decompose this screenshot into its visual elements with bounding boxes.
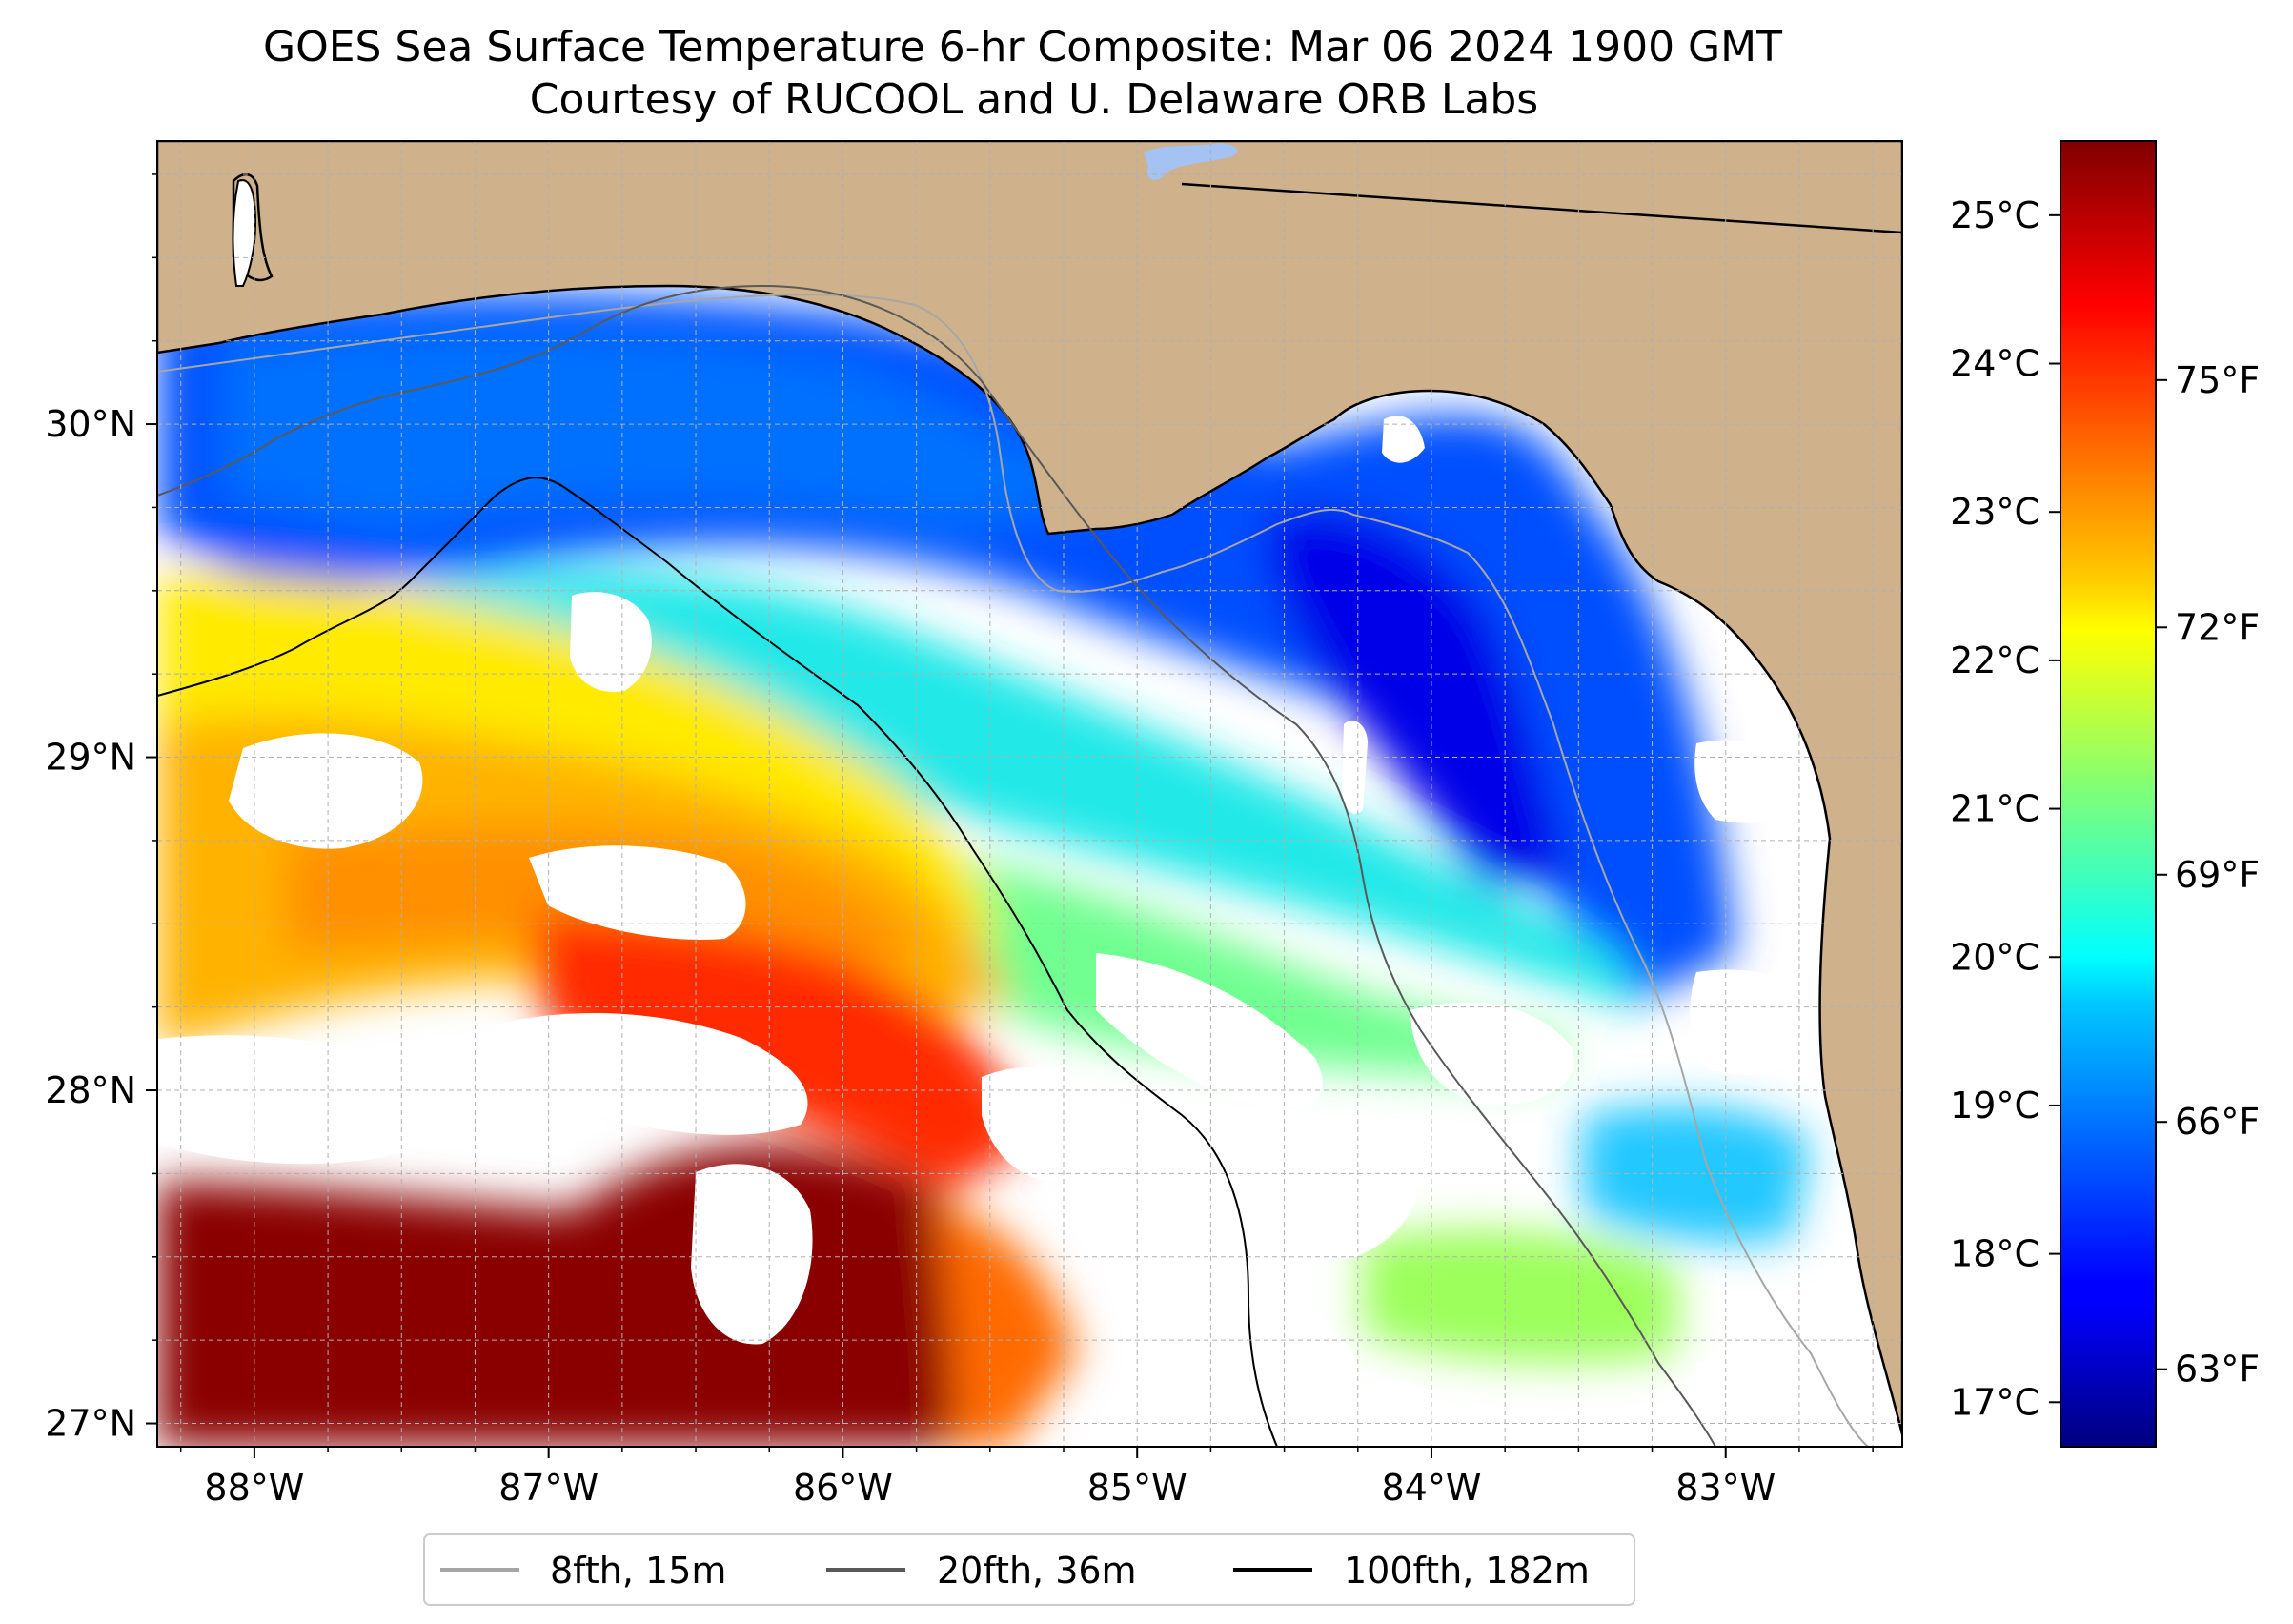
fahrenheit-tick-label: 72°F [2175,606,2260,648]
lat-tick-label: 28°N [45,1069,136,1111]
colorbar [2060,140,2157,1448]
contour-8fth [157,294,1869,1447]
map-frame [156,140,1903,1448]
lat-tick-label: 27°N [45,1403,136,1445]
map-area [157,141,1902,1447]
contour-20fth [157,284,1716,1447]
lat-tick-label: 30°N [45,403,136,445]
celsius-tick-label: 17°C [1950,1381,2039,1423]
lon-tick-label: 83°W [1675,1467,1776,1509]
sst-field [157,293,1811,1447]
lon-tick-label: 87°W [498,1467,599,1509]
fahrenheit-tick-label: 63°F [2175,1349,2260,1391]
mobile-bay [232,179,257,287]
fahrenheit-tick-label: 69°F [2175,854,2260,896]
lon-tick-label: 86°W [793,1467,893,1509]
contour-100fth [157,477,1278,1447]
legend-label-20fth: 20fth, 36m [937,1550,1137,1592]
state-boundary [1181,182,1902,234]
lake-seminole [1144,143,1238,181]
map-title: GOES Sea Surface Temperature 6-hr Compos… [263,23,1782,71]
lon-tick-label: 88°W [204,1467,304,1509]
map-axes: 88°W 87°W 86°W 85°W 84°W 83°W 27°N 28°N 29°N 30°N [45,173,1874,1509]
lat-tick-label: 29°N [45,737,136,779]
no-data-regions [157,416,1830,1447]
colorbar-axes: 17°C 18°C 19°C 20°C 21°C 22°C 23°C 24°C 25°C 63°F… [1950,194,2260,1423]
celsius-tick-label: 25°C [1950,194,2039,236]
celsius-tick-label: 18°C [1950,1233,2039,1275]
lon-tick-label: 85°W [1087,1467,1187,1509]
celsius-tick-label: 23°C [1950,491,2039,533]
map-subtitle: Courtesy of RUCOOL and U. Delaware ORB L… [530,75,1538,124]
map-gridlines [157,141,1902,1447]
celsius-tick-label: 19°C [1950,1085,2039,1127]
legend-frame [423,1533,1635,1606]
lon-tick-label: 84°W [1382,1467,1482,1509]
celsius-tick-label: 20°C [1950,936,2039,978]
celsius-tick-label: 24°C [1950,343,2039,385]
celsius-tick-label: 22°C [1950,639,2039,681]
legend-label-100fth: 100fth, 182m [1344,1550,1590,1592]
fahrenheit-tick-label: 75°F [2175,359,2260,401]
legend-label-8fth: 8fth, 15m [550,1550,726,1592]
celsius-tick-label: 21°C [1950,788,2039,830]
bathymetry-contours [157,284,1869,1447]
fahrenheit-tick-label: 66°F [2175,1101,2260,1143]
contour-legend: 8fth, 15m 20fth, 36m 100fth, 182m [423,1533,1635,1606]
